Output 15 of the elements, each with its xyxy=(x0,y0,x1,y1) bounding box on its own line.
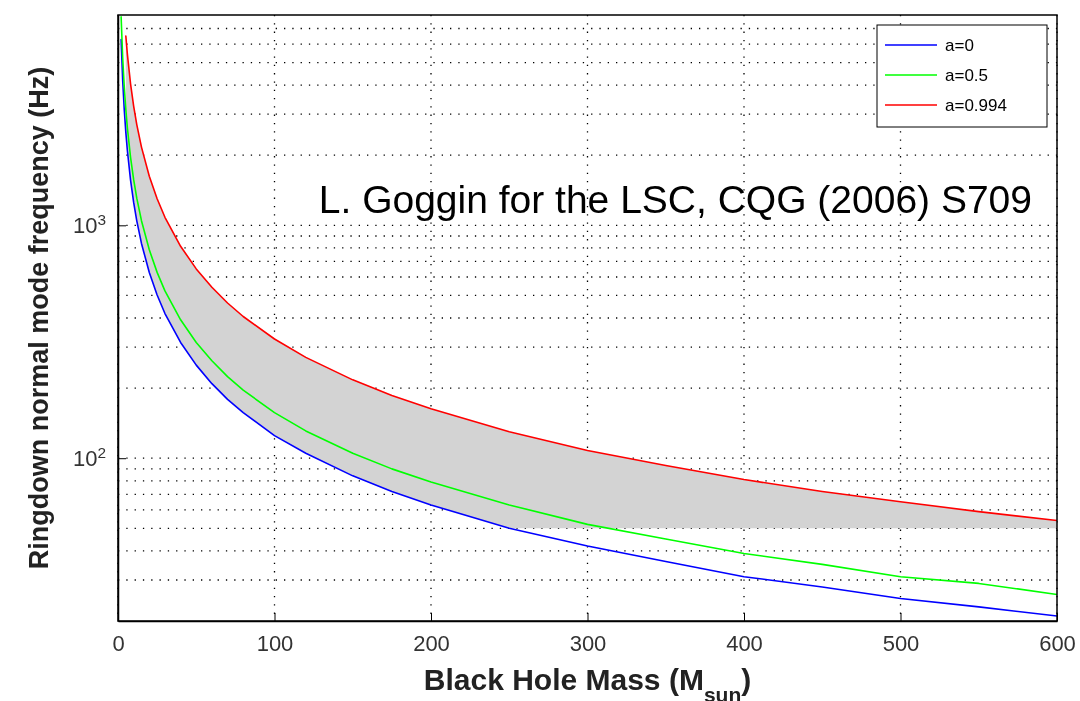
legend-label: a=0.5 xyxy=(945,66,989,85)
x-tick-label: 400 xyxy=(726,630,763,656)
legend-label: a=0 xyxy=(945,36,974,55)
legend-label: a=0.994 xyxy=(945,96,1007,115)
y-tick-label: 10$^{3}$ xyxy=(72,210,106,238)
x-axis-title: Black Hole Mass (M$_{sun}$) xyxy=(423,663,752,701)
x-tick-label: 100 xyxy=(256,630,294,656)
x-tick-label: 600 xyxy=(1039,630,1076,656)
x-tick-label: 200 xyxy=(413,630,450,656)
annotation: L. Goggin for the LSC, CQG (2006) S709 xyxy=(318,178,1032,221)
y-axis-title: Ringdown normal mode frequency (Hz) xyxy=(24,66,54,570)
x-tick-label: 0 xyxy=(112,630,125,656)
x-tick-label: 300 xyxy=(569,630,607,656)
y-tick-label: 10$^{2}$ xyxy=(72,443,106,471)
x-tick-label: 500 xyxy=(882,630,920,656)
